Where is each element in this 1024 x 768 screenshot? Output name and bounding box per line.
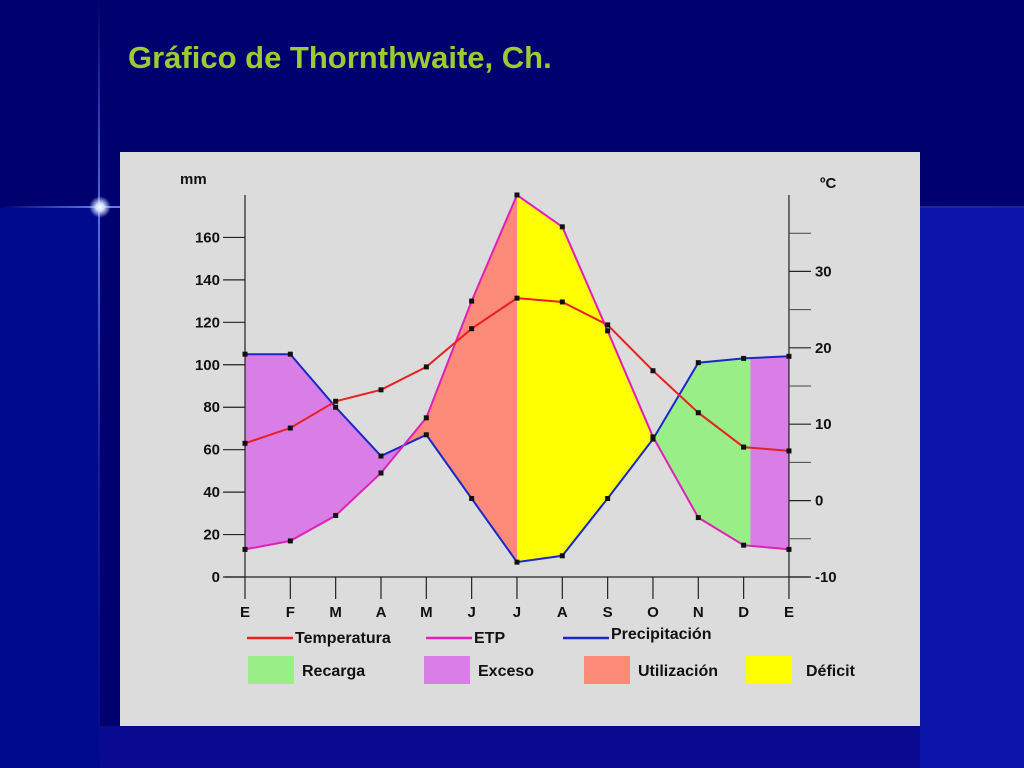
- point-etp: [786, 546, 792, 552]
- slide-title: Gráfico de Thornthwaite, Ch.: [128, 40, 552, 75]
- left-tick-label: 20: [203, 527, 220, 544]
- right-tick-label: 0: [815, 493, 823, 510]
- point-etp: [514, 192, 520, 198]
- point-temperatura: [423, 364, 429, 370]
- point-temperatura: [559, 299, 565, 305]
- left-tick-label: 0: [212, 569, 220, 586]
- region-utilizacion: [403, 195, 517, 563]
- point-etp: [423, 415, 429, 421]
- x-tick-label-7: A: [557, 604, 568, 621]
- point-etp: [333, 512, 339, 518]
- point-precipitacion: [333, 404, 339, 410]
- x-tick-label-12: E: [784, 604, 794, 621]
- point-precipitacion: [559, 553, 565, 559]
- x-tick-label-5: J: [467, 604, 475, 621]
- decorative-vertical-line: [98, 0, 100, 768]
- thornthwaite-chart: 0 20 40 60 80 100 120 140 160 -10 0 10 20 30 mm ºC E F M A M…: [180, 171, 856, 684]
- region-exceso-left: [245, 354, 404, 550]
- legend-area-label: Déficit: [806, 663, 856, 680]
- point-etp: [559, 224, 565, 230]
- point-temperatura: [605, 322, 611, 328]
- point-etp: [650, 434, 656, 440]
- point-temperatura: [378, 387, 384, 393]
- x-tick-label-8: S: [603, 604, 613, 621]
- point-etp: [242, 546, 248, 552]
- point-precipitacion: [423, 432, 429, 438]
- right-tick-label: 30: [815, 263, 832, 280]
- right-tick-label: -10: [815, 569, 837, 586]
- background-band-right: [920, 208, 1024, 768]
- left-tick-label: 40: [203, 484, 220, 501]
- point-precipitacion: [242, 351, 248, 357]
- left-unit-label: mm: [180, 171, 207, 188]
- point-temperatura: [695, 410, 701, 416]
- point-etp: [469, 298, 475, 304]
- point-temperatura: [514, 295, 520, 301]
- point-etp: [378, 470, 384, 476]
- x-tick-label-1: F: [286, 604, 295, 621]
- point-temperatura: [469, 326, 475, 332]
- right-unit-label: ºC: [820, 175, 836, 192]
- x-tick-label-9: O: [647, 604, 659, 621]
- point-precipitacion: [514, 559, 520, 565]
- left-tick-label: 120: [195, 314, 220, 331]
- point-temperatura: [287, 425, 293, 431]
- region-recarga: [654, 358, 751, 546]
- x-tick-label-11: D: [738, 604, 749, 621]
- point-etp: [287, 538, 293, 544]
- right-tick-label: 20: [815, 340, 832, 357]
- left-tick-label: 100: [195, 357, 220, 374]
- point-precipitacion: [605, 495, 611, 501]
- point-precipitacion: [695, 360, 701, 366]
- legend-area-label: Exceso: [478, 663, 534, 680]
- point-precipitacion: [786, 353, 792, 359]
- region-deficit: [517, 195, 653, 563]
- x-tick-label-2: M: [329, 604, 342, 621]
- chart-panel: 0 20 40 60 80 100 120 140 160 -10 0 10 20 30 mm ºC E F M A M…: [120, 152, 920, 726]
- x-tick-label-10: N: [693, 604, 704, 621]
- point-temperatura: [333, 398, 339, 404]
- region-exceso-right: [750, 356, 789, 550]
- x-tick-label-4: M: [420, 604, 433, 621]
- legend-line-label: Precipitación: [611, 626, 711, 643]
- x-tick-label-3: A: [376, 604, 387, 621]
- legend-area-swatch: [746, 656, 792, 684]
- point-etp: [741, 542, 747, 548]
- legend-area-label: Recarga: [302, 663, 365, 680]
- legend-area-label: Utilización: [638, 663, 718, 680]
- legend-area-swatch: [584, 656, 630, 684]
- legend-line-label: ETP: [474, 630, 505, 647]
- legend-line-label: Temperatura: [295, 630, 391, 647]
- legend-area-swatch: [424, 656, 470, 684]
- left-tick-label: 60: [203, 442, 220, 459]
- point-temperatura: [242, 440, 248, 446]
- point-etp: [605, 328, 611, 334]
- point-temperatura: [650, 368, 656, 374]
- left-tick-label: 160: [195, 229, 220, 246]
- point-precipitacion: [469, 495, 475, 501]
- legend-area-swatch: [248, 656, 294, 684]
- left-tick-label: 80: [203, 399, 220, 416]
- point-precipitacion: [741, 355, 747, 361]
- point-precipitacion: [287, 351, 293, 357]
- sparkle-icon: [89, 196, 111, 218]
- x-tick-label-0: E: [240, 604, 250, 621]
- background-band-bottom: [100, 726, 920, 768]
- left-tick-label: 140: [195, 272, 220, 289]
- right-tick-label: 10: [815, 416, 832, 433]
- background-band-left: [0, 208, 100, 768]
- point-etp: [695, 515, 701, 521]
- x-tick-label-6: J: [513, 604, 521, 621]
- point-temperatura: [741, 444, 747, 450]
- point-temperatura: [786, 448, 792, 454]
- point-precipitacion: [378, 453, 384, 459]
